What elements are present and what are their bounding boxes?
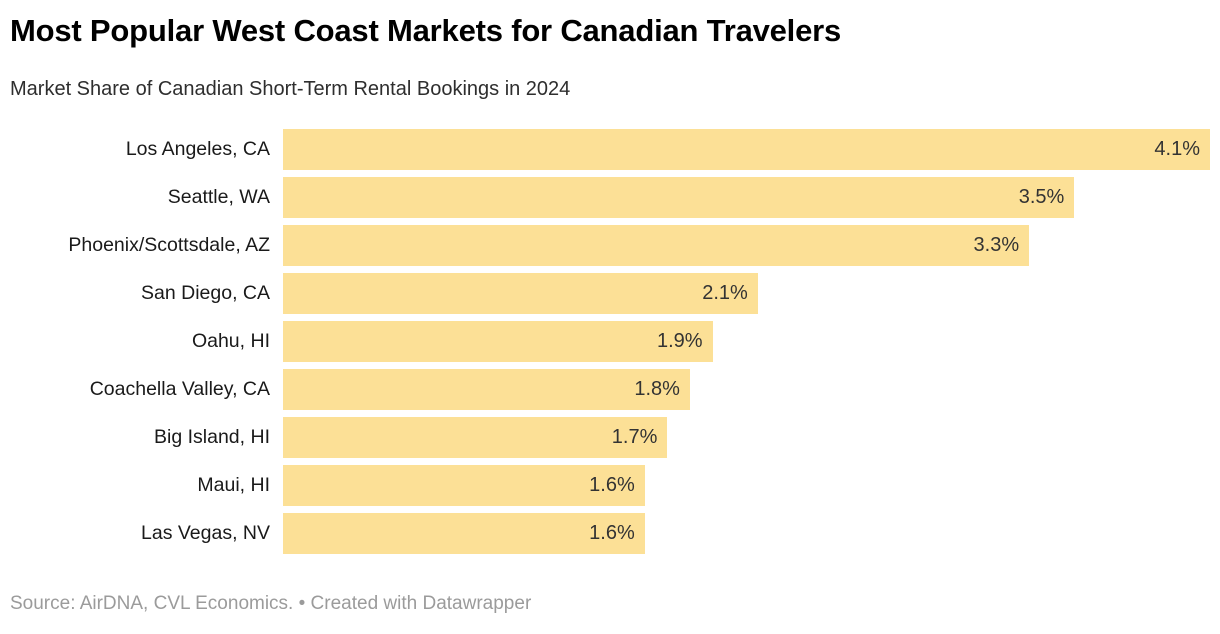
bar-row: Las Vegas, NV 1.6% [10, 509, 1210, 557]
bar: 1.8% [283, 368, 690, 410]
category-label: Los Angeles, CA [125, 137, 270, 160]
bar: 1.9% [283, 320, 713, 362]
bar: 4.1% [283, 128, 1210, 170]
bar-row: Maui, HI 1.6% [10, 461, 1210, 509]
category-label: Las Vegas, NV [141, 521, 270, 544]
value-label: 2.1% [702, 281, 748, 304]
bar-track: 1.8% [283, 368, 1210, 410]
bar: 2.1% [283, 272, 758, 314]
value-label: 1.8% [634, 377, 680, 400]
bar-track: 1.6% [283, 464, 1210, 506]
bar: 3.3% [283, 224, 1030, 266]
value-label: 1.7% [611, 425, 658, 448]
value-label: 3.3% [973, 233, 1020, 256]
category-label: Big Island, HI [154, 425, 270, 448]
bar-track: 1.6% [283, 512, 1210, 554]
bar-track: 1.9% [283, 320, 1210, 362]
category-label: San Diego, CA [141, 281, 270, 304]
bar-row: Oahu, HI 1.9% [10, 317, 1210, 365]
bar-row: Seattle, WA 3.5% [10, 173, 1210, 221]
bar: 1.6% [283, 512, 645, 554]
value-label: 1.6% [589, 473, 635, 496]
bar-track: 2.1% [283, 272, 1210, 314]
bar-track: 3.3% [283, 224, 1210, 266]
chart-subtitle: Market Share of Canadian Short-Term Rent… [10, 78, 571, 101]
bar-row: Big Island, HI 1.7% [10, 413, 1210, 461]
bar-row: Phoenix/Scottsdale, AZ 3.3% [10, 221, 1210, 269]
bar-row: Coachella Valley, CA 1.8% [10, 365, 1210, 413]
bar-row: San Diego, CA 2.1% [10, 269, 1210, 317]
bar-chart: Los Angeles, CA 4.1% Seattle, WA 3.5% Ph… [10, 125, 1210, 557]
chart-title: Most Popular West Coast Markets for Cana… [10, 13, 842, 48]
value-label: 1.9% [656, 329, 703, 352]
bar: 1.6% [283, 464, 645, 506]
source-line: Source: AirDNA, CVL Economics. • Created… [10, 593, 532, 615]
category-label: Phoenix/Scottsdale, AZ [68, 233, 270, 256]
category-label: Seattle, WA [167, 185, 270, 208]
bar: 3.5% [283, 176, 1075, 218]
category-label: Coachella Valley, CA [89, 377, 270, 400]
bar-track: 3.5% [283, 176, 1210, 218]
bar: 1.7% [283, 416, 668, 458]
category-label: Oahu, HI [191, 329, 270, 352]
value-label: 1.6% [589, 521, 635, 544]
value-label: 3.5% [1018, 185, 1065, 208]
bar-track: 4.1% [283, 128, 1210, 170]
category-label: Maui, HI [197, 473, 270, 496]
chart-header: Most Popular West Coast Markets for Cana… [10, 0, 1210, 101]
bar-track: 1.7% [283, 416, 1210, 458]
bar-row: Los Angeles, CA 4.1% [10, 125, 1210, 173]
value-label: 4.1% [1154, 137, 1200, 160]
